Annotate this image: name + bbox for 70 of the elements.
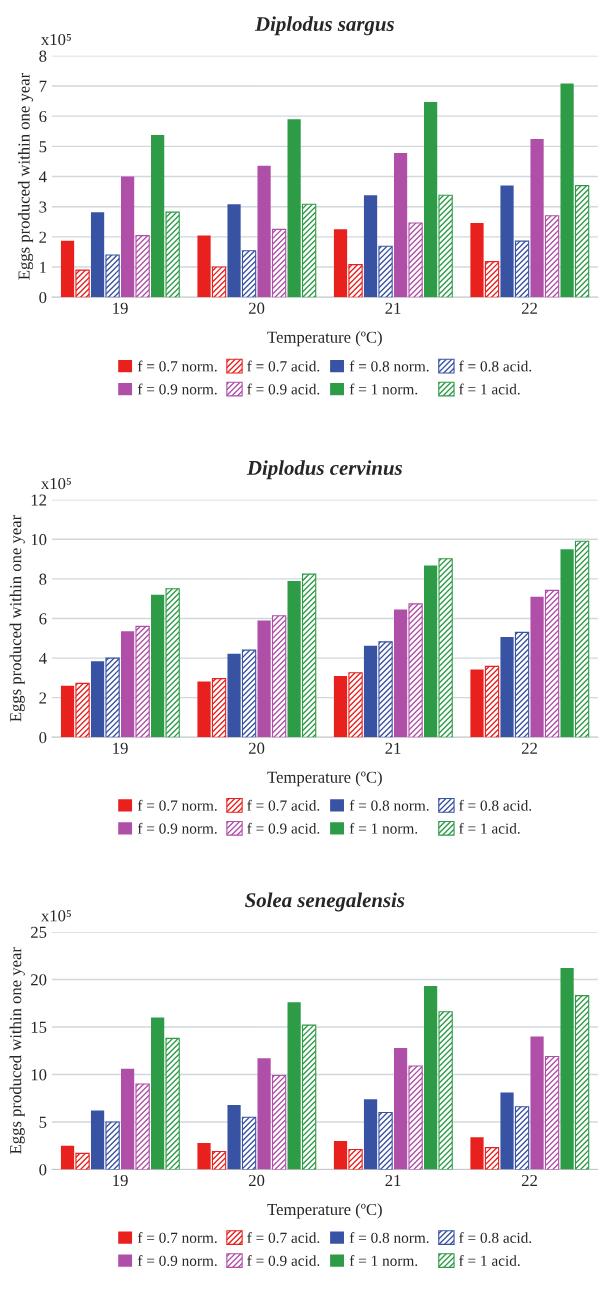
legend-label: f = 0.7 acid. [247, 360, 320, 372]
y-tick-label: 2 [39, 692, 47, 704]
y-tick-label: 2 [39, 231, 47, 243]
legend-label: f = 0.9 norm. [137, 822, 217, 834]
text: x10⁵ [41, 477, 71, 490]
x-axis-title: Temperature (ºC) [267, 1203, 382, 1219]
legend-label: f = 1 acid. [459, 822, 520, 834]
x-tick-label: 20 [248, 742, 265, 754]
y-axis-title: Eggs produced within one year [17, 73, 34, 280]
y-axis-title: Eggs produced within one year [9, 947, 25, 1154]
legend-label: f = 0.9 acid. [247, 822, 320, 834]
legend-label: f = 0.9 norm. [137, 383, 217, 395]
y-tick-label: 20 [31, 974, 47, 986]
y-tick-label: 6 [39, 110, 47, 123]
x-axis-title: Temperature (ºC) [267, 771, 382, 787]
legend-label: f = 1 acid. [459, 383, 520, 395]
legend-label: f = 0.7 norm. [137, 360, 217, 372]
x-tick-label: 20 [248, 1174, 265, 1187]
legend-label: f = 0.8 norm. [349, 360, 429, 372]
x-tick-label: 19 [113, 1174, 128, 1187]
x-tick-label: 19 [113, 742, 128, 754]
legend-label: f = 0.8 norm. [349, 1232, 429, 1244]
x-tick-label: 22 [521, 302, 537, 314]
x-tick-label: 21 [385, 302, 401, 314]
x-axis-title: Temperature (ºC) [267, 331, 382, 347]
y-tick-label: 0 [39, 291, 47, 304]
legend-label: f = 0.9 acid. [247, 1255, 320, 1266]
x-tick-label: 21 [385, 1174, 401, 1186]
chart-title: Diplodus cervinus [246, 460, 403, 480]
legend-label: f = 0.9 acid. [247, 383, 320, 395]
y-tick-label: 5 [39, 1116, 47, 1128]
y-tick-label: 5 [39, 141, 47, 153]
y-tick-label: 7 [39, 80, 47, 92]
y-tick-label: 3 [39, 201, 47, 213]
x-tick-label: 21 [385, 742, 401, 754]
y-tick-label: 8 [39, 573, 47, 585]
x-tick-label: 22 [521, 742, 537, 754]
text: x10⁵ [41, 33, 71, 46]
y-tick-label: 6 [39, 613, 47, 625]
legend-label: f = 1 acid. [459, 1255, 520, 1266]
y-tick-label: 4 [38, 652, 47, 664]
y-tick-label: 12 [31, 494, 47, 506]
legend-label: f = 1 norm. [349, 1255, 418, 1266]
legend-label: f = 1 norm. [349, 383, 418, 395]
legend-label: f = 0.8 acid. [459, 1232, 532, 1244]
x-tick-label: 22 [521, 1174, 537, 1186]
chart-title: Diplodus sargus [254, 16, 394, 36]
y-tick-label: 0 [39, 731, 47, 744]
legend-label: f = 0.8 acid. [459, 360, 532, 372]
y-tick-label: 25 [31, 926, 47, 938]
y-tick-label: 4 [38, 171, 47, 183]
y-tick-label: 8 [39, 50, 47, 62]
legend-label: f = 0.8 acid. [459, 799, 532, 811]
y-tick-label: 10 [31, 534, 47, 546]
legend-label: f = 1 norm. [349, 822, 418, 834]
legend-label: f = 0.9 norm. [137, 1255, 217, 1266]
legend-label: f = 0.7 acid. [247, 1232, 320, 1244]
legend-label: f = 0.7 norm. [137, 1232, 217, 1244]
legend-label: f = 0.8 norm. [349, 799, 429, 811]
y-tick-label: 0 [39, 1164, 47, 1176]
legend-label: f = 0.7 norm. [137, 799, 217, 811]
text: x10⁵ [41, 910, 71, 922]
y-tick-label: 15 [31, 1021, 47, 1033]
x-tick-label: 19 [113, 302, 128, 314]
y-axis-title: Eggs produced within one year [9, 514, 25, 722]
legend-label: f = 0.7 acid. [247, 799, 320, 811]
chart-title: Solea senegalensis [245, 892, 405, 912]
x-tick-label: 20 [248, 302, 265, 314]
y-tick-label: 1 [40, 261, 46, 273]
y-tick-label: 10 [31, 1069, 47, 1081]
